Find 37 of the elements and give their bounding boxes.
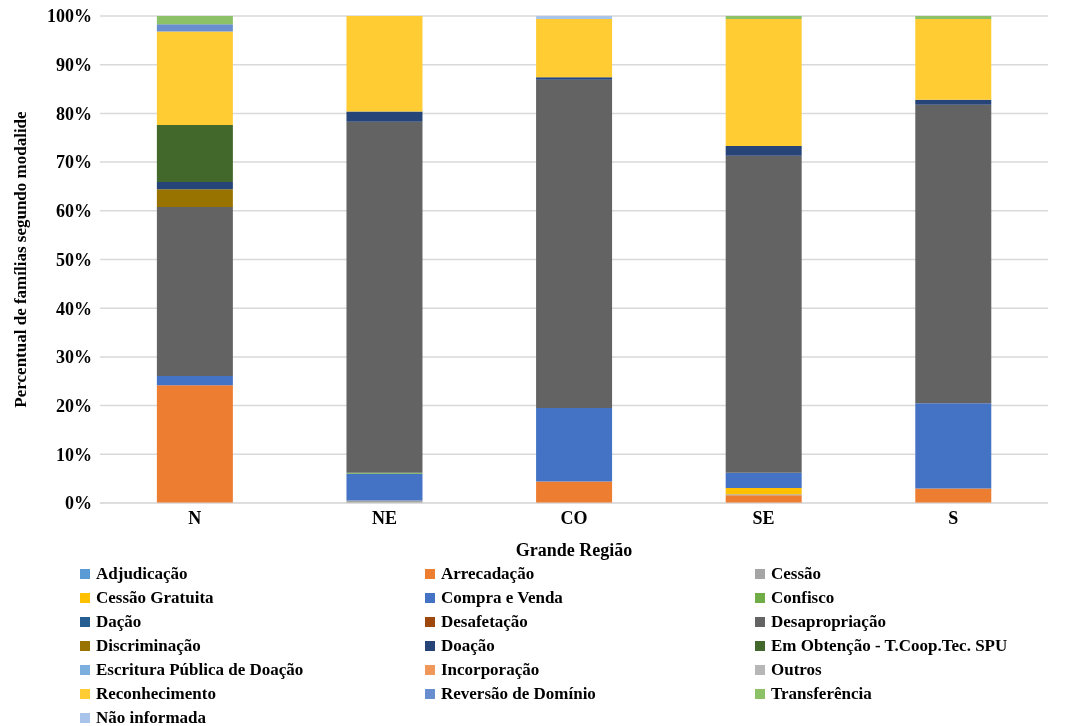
legend-label: Em Obtenção - T.Coop.Tec. SPU (771, 636, 1008, 656)
y-tick-label: 40% (56, 298, 92, 319)
legend-label: Outros (771, 660, 822, 680)
legend-label: Compra e Venda (441, 588, 563, 608)
legend-label: Confisco (771, 588, 835, 608)
legend-label: Incorporação (441, 660, 540, 680)
y-tick-label: 50% (56, 249, 92, 270)
y-tick-label: 90% (56, 55, 92, 76)
y-tick-label: 20% (56, 395, 92, 416)
legend-label: Adjudicação (96, 564, 188, 584)
legend-label: Reversão de Domínio (441, 684, 596, 704)
x-axis-title: Grande Região (515, 540, 633, 560)
y-tick-label: 30% (56, 347, 92, 368)
legend-label: Não informada (96, 708, 207, 726)
legend-label: Cessão (771, 564, 822, 584)
y-tick-label: 100% (47, 6, 92, 27)
legend-label: Cessão Gratuita (96, 588, 214, 608)
legend-label: Desapropriação (771, 612, 886, 632)
legend-label: Dação (96, 612, 142, 632)
legend-label: Doação (441, 636, 495, 656)
x-tick-label: N (188, 507, 202, 528)
legend-label: Discriminação (96, 636, 201, 656)
x-tick-label: S (948, 507, 959, 528)
y-axis-title: Percentual de famílias segundo modalide (11, 110, 31, 408)
y-tick-label: 80% (56, 103, 92, 124)
y-tick-label: 60% (56, 201, 92, 222)
legend-label: Transferência (771, 684, 872, 704)
y-tick-label: 70% (56, 152, 92, 173)
legend-label: Desafetação (441, 612, 528, 632)
legend-label: Escritura Pública de Doação (96, 660, 304, 680)
x-tick-label: NE (371, 507, 397, 528)
x-tick-label: SE (752, 507, 775, 528)
x-tick-label: CO (560, 507, 588, 528)
legend-label: Reconhecimento (96, 684, 216, 704)
legend-label: Arrecadação (441, 564, 535, 584)
y-tick-label: 10% (56, 444, 92, 465)
y-tick-label: 0% (65, 493, 92, 514)
